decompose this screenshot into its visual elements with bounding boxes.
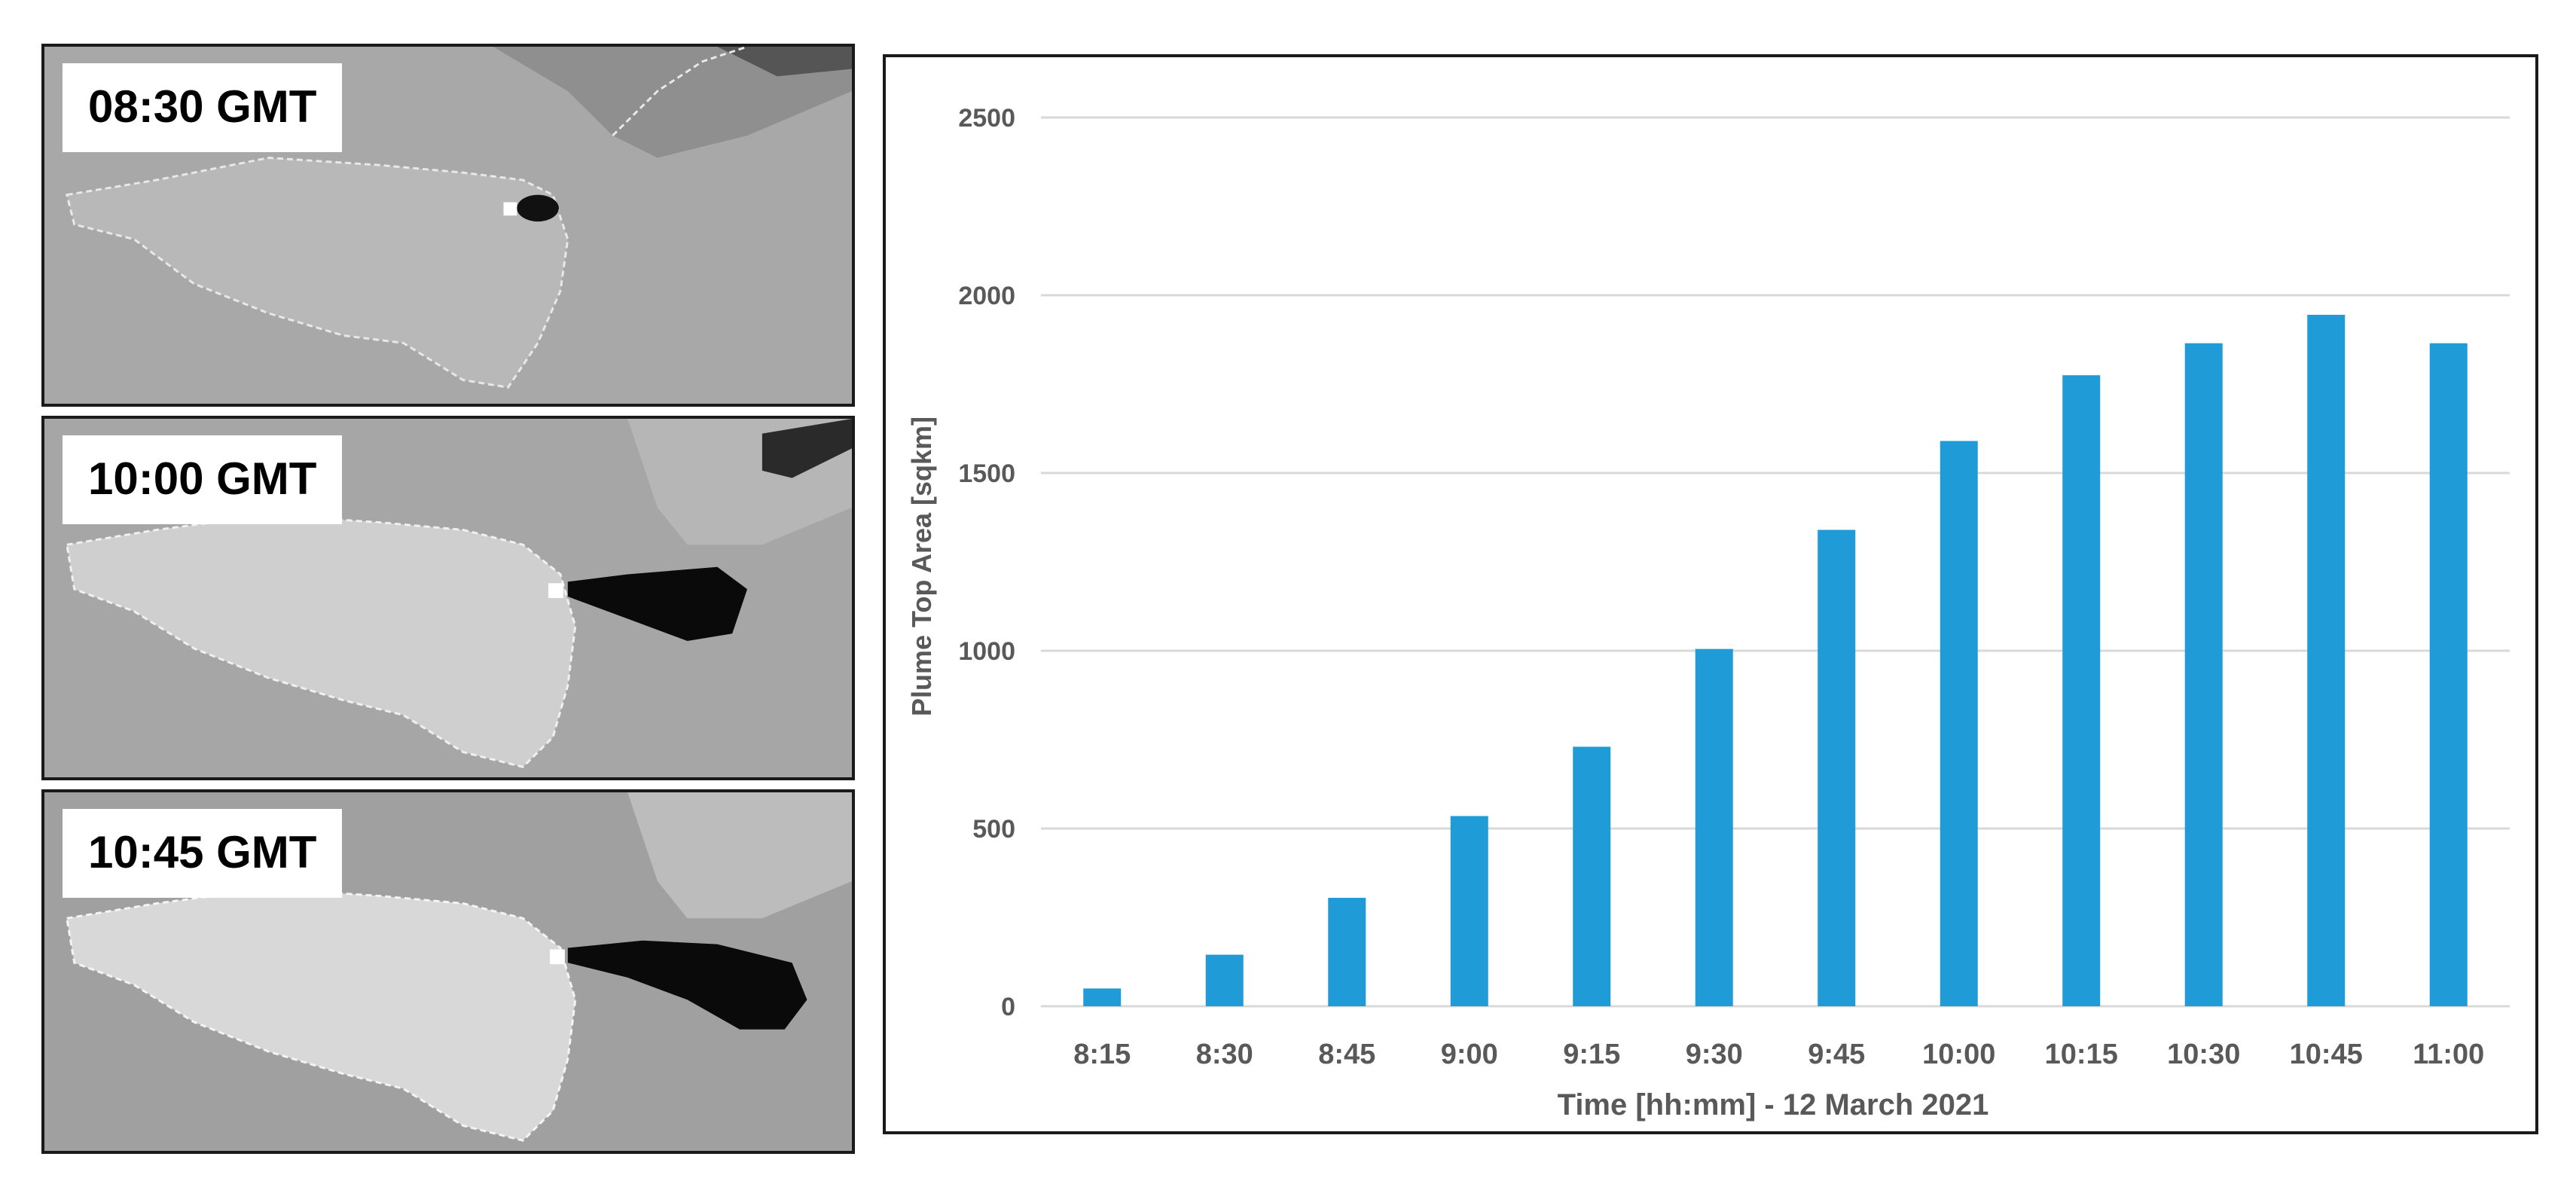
satellite-image (44, 47, 852, 404)
satellite-panel-1045: 10:45 GMT (41, 789, 855, 1154)
bar-830 (1205, 954, 1244, 1006)
bar-930 (1695, 648, 1733, 1006)
panel-time-label: 10:00 GMT (63, 435, 343, 524)
y-axis-title: Plume Top Area [sqkm] (906, 417, 937, 716)
x-tick-label: 11:00 (2413, 1039, 2484, 1070)
plume-area-bar-chart: 0 500 1000 1500 2000 2500 8:15 8:30 8:45 9:00 9:1… (906, 104, 2510, 1121)
satellite-panel-1000: 10:00 GMT (41, 416, 855, 780)
y-tick-label: 500 (972, 815, 1015, 844)
x-tick-label: 10:30 (2167, 1039, 2240, 1070)
bar-900 (1450, 816, 1488, 1006)
x-tick-label: 10:15 (2045, 1039, 2118, 1070)
panel-time-label: 10:45 GMT (63, 809, 343, 898)
y-tick-label: 0 (1001, 993, 1015, 1021)
y-tick-label: 1000 (958, 637, 1015, 666)
x-tick-label: 8:30 (1196, 1039, 1253, 1070)
x-tick-label: 8:15 (1073, 1039, 1131, 1070)
x-axis-title: Time [hh:mm] - 12 March 2021 (1558, 1088, 1989, 1121)
y-tick-label: 2500 (958, 104, 1015, 133)
satellite-panel-0830: 08:30 GMT (41, 44, 855, 407)
bar-1030 (2184, 343, 2223, 1007)
gridlines (1041, 116, 2510, 1008)
bar-1000 (1940, 441, 1978, 1006)
bar-845 (1328, 898, 1366, 1006)
bar-1015 (2062, 375, 2101, 1006)
x-tick-label: 9:00 (1441, 1039, 1498, 1070)
x-tick-label: 10:45 (2290, 1039, 2363, 1070)
bar-1100 (2429, 343, 2468, 1007)
y-tick-label: 1500 (958, 459, 1015, 488)
x-tick-label: 9:45 (1808, 1039, 1865, 1070)
x-tick-label: 10:00 (1922, 1039, 1995, 1070)
satellite-image (44, 792, 852, 1151)
x-tick-labels: 8:15 8:30 8:45 9:00 9:15 9:30 9:45 10:00 10:15 10… (1073, 1039, 2484, 1070)
bar-1045 (2307, 314, 2346, 1007)
y-tick-labels: 0 500 1000 1500 2000 2500 (958, 104, 1015, 1021)
bar-945 (1818, 529, 1856, 1006)
bar-815 (1083, 988, 1122, 1006)
x-tick-label: 9:15 (1563, 1039, 1620, 1070)
bars (1083, 314, 2468, 1007)
bar-915 (1573, 746, 1611, 1006)
x-tick-label: 9:30 (1686, 1039, 1743, 1070)
x-tick-label: 8:45 (1318, 1039, 1375, 1070)
panel-time-label: 08:30 GMT (63, 63, 343, 152)
y-tick-label: 2000 (958, 282, 1015, 310)
